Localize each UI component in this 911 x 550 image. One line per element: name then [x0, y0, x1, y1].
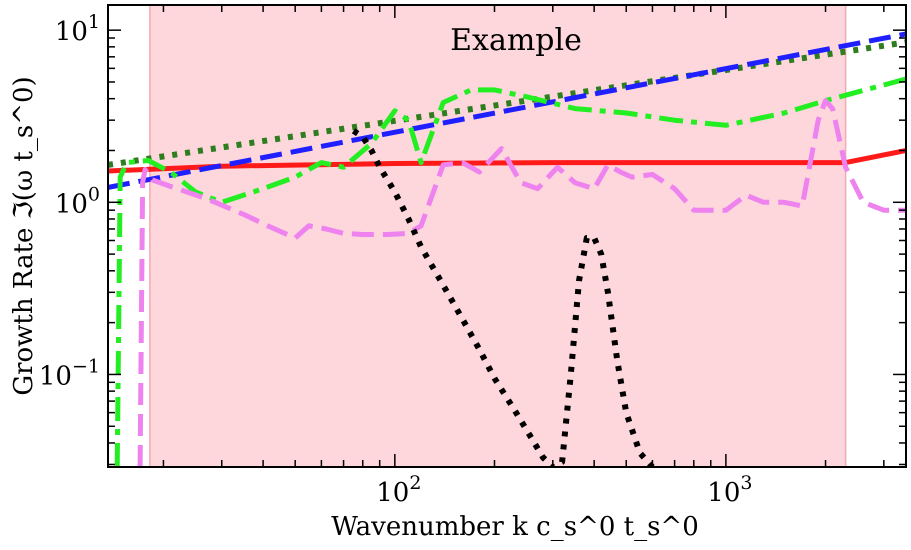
series-layer — [108, 31, 906, 467]
plot-frame — [107, 4, 907, 468]
series-line-dashed-violet — [137, 98, 906, 467]
series-line-dotted-black — [351, 128, 655, 467]
y-tick-label: 10−1 — [39, 355, 100, 391]
series-line-dashed-blue — [108, 31, 906, 190]
y-axis-label: Growth Rate ℑ(ω t_s^0) — [9, 76, 39, 395]
y-tick-label: 101 — [55, 11, 100, 47]
y-tick-label: 100 — [55, 183, 100, 219]
tick-layer: 102 103 10−1 100 101 — [39, 5, 906, 508]
x-tick-label: 103 — [707, 472, 752, 508]
x-axis-label: Wavenumber k c_s^0 t_s^0 — [331, 512, 699, 542]
chart-title: Example — [450, 23, 582, 58]
shaded-region — [149, 4, 847, 468]
x-tick-label: 102 — [376, 472, 421, 508]
series-line-dashdot-green — [114, 76, 906, 467]
series-line-dotted-darkgreen — [108, 39, 906, 168]
